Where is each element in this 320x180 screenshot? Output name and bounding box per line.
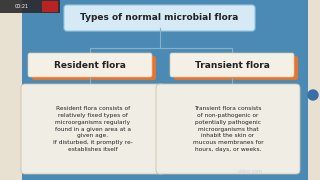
Text: Transient flora consists
of non-pathogenic or
potentially pathogenic
microorgani: Transient flora consists of non-pathogen… [193,106,263,152]
Text: Resident flora: Resident flora [54,60,126,69]
Circle shape [308,90,318,100]
FancyBboxPatch shape [32,56,156,80]
FancyBboxPatch shape [156,84,300,174]
FancyBboxPatch shape [28,53,152,77]
FancyBboxPatch shape [308,0,320,180]
FancyBboxPatch shape [21,84,165,174]
FancyBboxPatch shape [42,1,58,12]
Text: 00:21: 00:21 [15,4,29,9]
FancyBboxPatch shape [0,0,22,180]
Text: cideo.com: cideo.com [238,169,263,174]
Text: Types of normal microbial flora: Types of normal microbial flora [80,14,239,22]
FancyBboxPatch shape [64,5,255,31]
FancyBboxPatch shape [0,0,60,13]
FancyBboxPatch shape [174,56,298,80]
FancyBboxPatch shape [170,53,294,77]
Text: Transient flora: Transient flora [195,60,269,69]
Text: Resident flora consists of
relatively fixed types of
microorganisms regularly
fo: Resident flora consists of relatively fi… [53,106,133,152]
